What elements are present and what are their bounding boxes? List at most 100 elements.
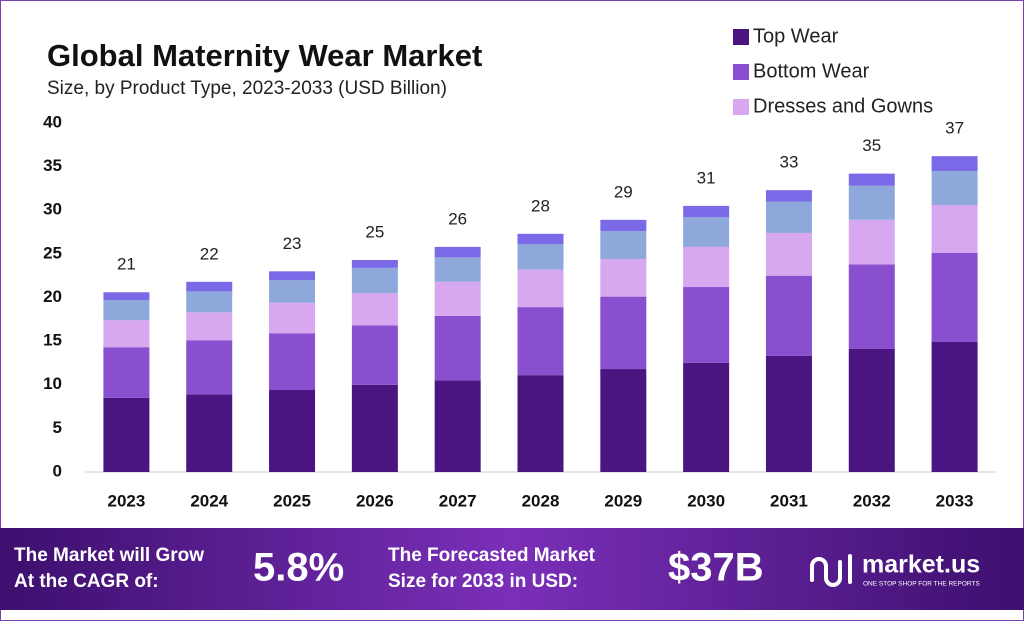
bar-segment bbox=[434, 246, 481, 258]
cagr-text: At the CAGR of: bbox=[14, 571, 159, 592]
bar-segment bbox=[683, 205, 730, 218]
total-label: 22 bbox=[200, 244, 219, 263]
bar-segment bbox=[186, 281, 233, 292]
total-label: 35 bbox=[862, 136, 881, 155]
bar-segment bbox=[434, 380, 481, 472]
y-tick-label: 20 bbox=[43, 287, 62, 306]
chart-subtitle: Size, by Product Type, 2023-2033 (USD Bi… bbox=[47, 78, 447, 99]
bar-segment bbox=[848, 348, 895, 472]
bar-segment bbox=[683, 246, 730, 288]
bar-segment bbox=[600, 259, 647, 297]
bar-segment bbox=[351, 259, 398, 268]
bar-segment bbox=[351, 384, 398, 472]
bar-segment bbox=[269, 271, 316, 281]
bar-segment bbox=[351, 293, 398, 326]
bar-segment bbox=[351, 267, 398, 294]
bar-segment bbox=[186, 340, 233, 395]
brand-logo bbox=[810, 554, 852, 587]
x-tick-label: 2033 bbox=[936, 491, 974, 510]
bar-segment bbox=[103, 347, 150, 398]
bar-segment bbox=[269, 389, 316, 472]
bar-segment bbox=[931, 253, 978, 342]
legend-label: Dresses and Gowns bbox=[753, 95, 933, 117]
total-label: 25 bbox=[365, 222, 384, 241]
x-tick-label: 2027 bbox=[439, 491, 477, 510]
total-label: 21 bbox=[117, 255, 136, 274]
legend-swatch bbox=[733, 99, 749, 115]
x-tick-label: 2026 bbox=[356, 491, 394, 510]
bar-segment bbox=[517, 244, 564, 270]
bar-segment bbox=[765, 232, 812, 276]
legend-label: Top Wear bbox=[753, 25, 839, 47]
bar-segment bbox=[186, 312, 233, 341]
y-tick-label: 0 bbox=[53, 461, 62, 480]
bar-segment bbox=[765, 355, 812, 472]
legend-label: Bottom Wear bbox=[753, 60, 870, 82]
x-tick-label: 2031 bbox=[770, 491, 808, 510]
bar-segment bbox=[600, 369, 647, 472]
cagr-value: 5.8% bbox=[253, 546, 344, 590]
bar-segment bbox=[765, 190, 812, 202]
bar-segment bbox=[600, 296, 647, 370]
y-tick-label: 10 bbox=[43, 374, 62, 393]
bar-segment bbox=[103, 300, 150, 321]
x-tick-label: 2025 bbox=[273, 491, 311, 510]
bar-segment bbox=[269, 302, 316, 334]
chart-title: Global Maternity Wear Market bbox=[47, 38, 482, 73]
bar-segment bbox=[434, 315, 481, 381]
x-tick-label: 2032 bbox=[853, 491, 891, 510]
plot: 0510152025303540212023222024232025252026… bbox=[43, 112, 996, 510]
forecast-text: The Forecasted Market bbox=[388, 545, 596, 566]
bar-segment bbox=[848, 264, 895, 349]
y-tick-label: 40 bbox=[43, 112, 62, 131]
bar-segment bbox=[434, 257, 481, 282]
bar-segment bbox=[434, 281, 481, 316]
bar-segment bbox=[931, 170, 978, 206]
bar-segment bbox=[931, 205, 978, 254]
bar-segment bbox=[848, 185, 895, 220]
total-label: 37 bbox=[945, 119, 964, 138]
bar-segment bbox=[848, 219, 895, 265]
bar-segment bbox=[351, 325, 398, 385]
legend-swatch bbox=[733, 29, 749, 45]
x-tick-label: 2028 bbox=[522, 491, 560, 510]
bar-segment bbox=[103, 397, 150, 472]
bar-segment bbox=[269, 280, 316, 303]
bar-segment bbox=[103, 292, 150, 301]
forecast-value: $37B bbox=[668, 546, 764, 590]
total-label: 26 bbox=[448, 209, 467, 228]
bar-segment bbox=[186, 291, 233, 313]
bar-segment bbox=[765, 201, 812, 233]
bar-segment bbox=[931, 341, 978, 472]
bar-segment bbox=[600, 219, 647, 232]
total-label: 28 bbox=[531, 196, 550, 215]
legend-swatch bbox=[733, 64, 749, 80]
y-tick-label: 35 bbox=[43, 156, 62, 175]
x-tick-label: 2024 bbox=[190, 491, 228, 510]
x-tick-label: 2029 bbox=[604, 491, 642, 510]
bar-segment bbox=[517, 233, 564, 245]
total-label: 31 bbox=[697, 168, 716, 187]
forecast-text: Size for 2033 in USD: bbox=[388, 571, 578, 592]
bar-segment bbox=[848, 173, 895, 186]
bar-segment bbox=[186, 394, 233, 472]
x-tick-label: 2030 bbox=[687, 491, 725, 510]
bar-segment bbox=[683, 362, 730, 472]
bar-segment bbox=[683, 217, 730, 247]
total-label: 23 bbox=[283, 234, 302, 253]
y-tick-label: 30 bbox=[43, 200, 62, 219]
legend: Top Wear Bottom Wear Dresses and Gowns bbox=[733, 25, 933, 117]
bar-segment bbox=[103, 320, 150, 348]
bar-segment bbox=[931, 156, 978, 171]
cagr-text: The Market will Grow bbox=[14, 545, 204, 566]
bar-segment bbox=[517, 375, 564, 472]
tagline: ONE STOP SHOP FOR THE REPORTS bbox=[863, 581, 980, 588]
total-label: 33 bbox=[779, 153, 798, 172]
bar-segment bbox=[765, 275, 812, 356]
brand: market.us bbox=[862, 551, 980, 579]
x-tick-label: 2023 bbox=[107, 491, 145, 510]
bar-segment bbox=[517, 269, 564, 308]
y-tick-label: 15 bbox=[43, 331, 62, 350]
y-tick-label: 5 bbox=[53, 418, 62, 437]
